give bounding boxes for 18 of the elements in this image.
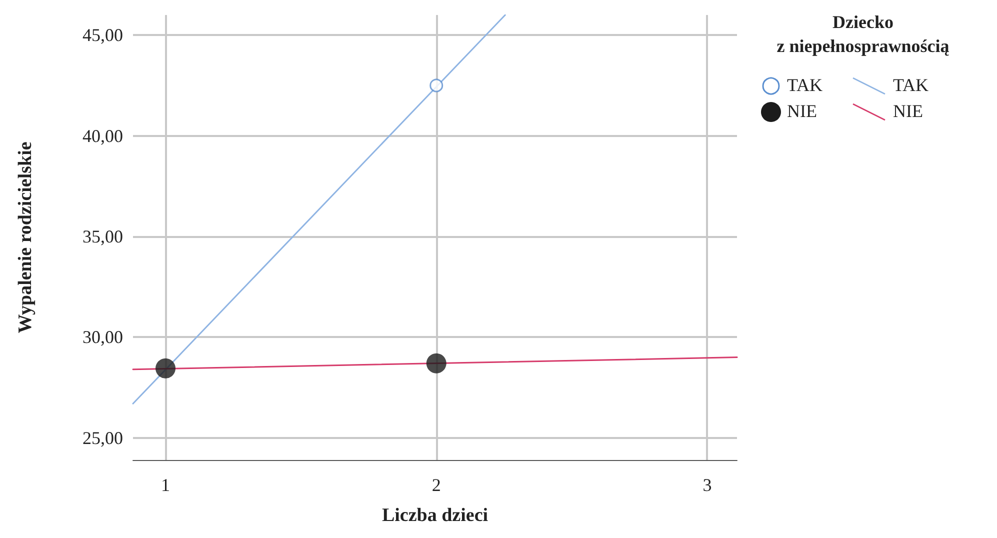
y-tick-label: 25,00 (82, 428, 123, 448)
y-tick-label: 35,00 (82, 226, 123, 246)
legend-label: TAK (893, 75, 929, 95)
point (426, 353, 446, 374)
x-tick-label: 3 (702, 475, 712, 495)
x-axis-title: Liczba dzieci (382, 505, 488, 526)
point (430, 78, 444, 92)
point (156, 358, 176, 378)
legend-label: NIE (787, 101, 817, 121)
x-tick-label: 1 (161, 475, 170, 495)
legend-label: NIE (893, 101, 923, 121)
x-tick-label: 2 (432, 475, 441, 495)
y-tick-label: 30,00 (82, 327, 123, 348)
y-tick-label: 45,00 (82, 25, 123, 46)
legend-title: Dziecko z niepełnosprawnością (776, 12, 950, 56)
legend-label: TAK (787, 75, 823, 95)
y-axis-title: Wypalenie rodzicielskie (15, 142, 36, 334)
y-tick-label: 40,00 (82, 126, 123, 146)
